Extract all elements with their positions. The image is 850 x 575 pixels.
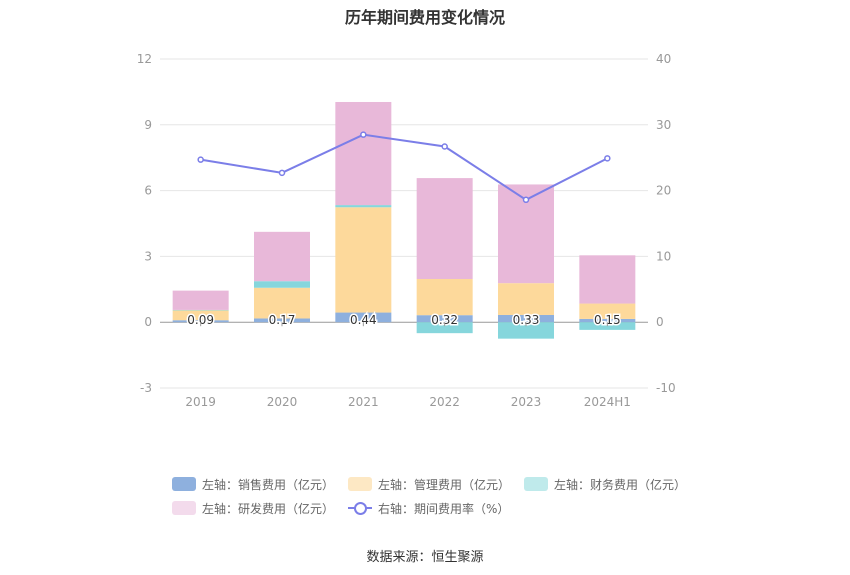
grid-lines — [160, 58, 648, 389]
bar-sales — [335, 312, 392, 323]
rate-point — [604, 155, 611, 162]
legend-row-2: 左轴：研发费用（亿元） 右轴：期间费用率（%） — [172, 496, 732, 520]
bar-admin — [416, 278, 473, 316]
bars-group — [172, 101, 636, 339]
right-tick-label: 30 — [656, 118, 671, 132]
bar-admin — [498, 283, 554, 315]
left-tick-label: 3 — [144, 249, 152, 263]
right-tick-label: 20 — [656, 184, 671, 198]
legend-item-finance[interactable]: 左轴：财务费用（亿元） — [524, 476, 686, 493]
legend-label-rate: 右轴：期间费用率（%） — [378, 501, 510, 516]
chart-title: 历年期间费用变化情况 — [344, 8, 505, 27]
legend-swatch-finance — [524, 477, 549, 491]
bar-finance — [254, 281, 310, 288]
left-tick-label: 9 — [144, 118, 152, 132]
bar-admin — [254, 287, 310, 319]
legend-item-admin[interactable]: 左轴：管理费用（亿元） — [348, 476, 510, 493]
right-tick-label: 0 — [656, 315, 664, 329]
legend-swatch-rnd — [172, 501, 196, 515]
rate-point — [278, 169, 286, 177]
left-tick-label: 12 — [137, 52, 152, 66]
legend: 左轴：销售费用（亿元） 左轴：管理费用（亿元） 左轴：财务费用（亿元） 左轴：研… — [172, 472, 732, 520]
left-tick-label: 0 — [144, 315, 152, 329]
bar-sales — [579, 318, 636, 323]
bar-finance — [172, 309, 229, 311]
right-tick-label: 40 — [656, 52, 671, 66]
rate-point — [360, 131, 367, 138]
legend-item-rnd[interactable]: 左轴：研发费用（亿元） — [172, 500, 334, 517]
legend-item-sales[interactable]: 左轴：销售费用（亿元） — [172, 476, 334, 493]
bar-finance — [416, 322, 473, 334]
rate-point — [522, 196, 530, 204]
legend-swatch-rate — [348, 501, 373, 515]
legend-item-rate[interactable]: 右轴：期间费用率（%） — [348, 500, 509, 517]
right-tick-label: 10 — [656, 249, 671, 263]
legend-label-finance: 左轴：财务费用（亿元） — [554, 477, 687, 492]
rate-line — [200, 133, 608, 201]
bar-rnd — [579, 255, 636, 304]
source-note: 数据来源：恒生聚源 — [366, 550, 484, 565]
left-tick-label: 6 — [144, 184, 152, 198]
data-label-sales: 0.44 — [350, 313, 377, 327]
legend-label-sales: 左轴：销售费用（亿元） — [202, 477, 335, 492]
bar-sales — [416, 315, 473, 323]
x-tick-label: 2019 — [185, 395, 216, 409]
bar-finance — [335, 205, 392, 208]
bar-admin — [579, 303, 636, 319]
bar-rnd — [335, 101, 392, 206]
data-label-sales: 0.15 — [594, 313, 621, 327]
bar-rnd — [416, 178, 473, 279]
x-tick-label: 2023 — [511, 395, 542, 409]
right-tick-label: -10 — [656, 381, 676, 395]
legend-row-1: 左轴：销售费用（亿元） 左轴：管理费用（亿元） 左轴：财务费用（亿元） — [172, 472, 732, 496]
legend-swatch-sales — [172, 477, 196, 491]
bar-admin — [172, 310, 229, 321]
bar-rnd — [172, 290, 229, 310]
bar-finance — [498, 322, 554, 339]
data-label-sales: 0.33 — [513, 313, 540, 327]
bar-admin — [335, 207, 392, 313]
legend-label-admin: 左轴：管理费用（亿元） — [378, 477, 511, 492]
left-tick-label: -3 — [140, 381, 152, 395]
data-label-sales: 0.32 — [431, 313, 458, 327]
data-labels-group: 0.09 0.17 0.44 0.32 0.33 0.15 — [186, 312, 622, 329]
x-tick-label: 2022 — [429, 395, 460, 409]
rate-line-group — [197, 131, 611, 204]
x-tick-label: 2021 — [348, 395, 379, 409]
axes-group: -3 0 3 6 9 12 -10 0 10 20 30 40 2019 2020 2021 2022 2023… — [137, 52, 676, 409]
bar-sales — [254, 318, 310, 323]
legend-swatch-admin — [348, 477, 373, 491]
x-tick-label: 2020 — [267, 395, 298, 409]
x-tick-label: 2024H1 — [584, 395, 631, 409]
legend-label-rnd: 左轴：研发费用（亿元） — [202, 501, 335, 516]
chart-plot: 0.09 0.17 0.44 0.32 0.33 0.15 -3 0 3 6 9 12 -10 0 10 2… — [137, 52, 676, 409]
bar-rnd — [254, 231, 310, 282]
data-label-sales: 0.17 — [269, 313, 296, 327]
data-label-sales: 0.09 — [187, 313, 214, 327]
bar-sales — [172, 320, 229, 323]
rate-point — [197, 156, 204, 163]
rate-point — [441, 143, 448, 150]
bar-sales — [498, 314, 554, 323]
